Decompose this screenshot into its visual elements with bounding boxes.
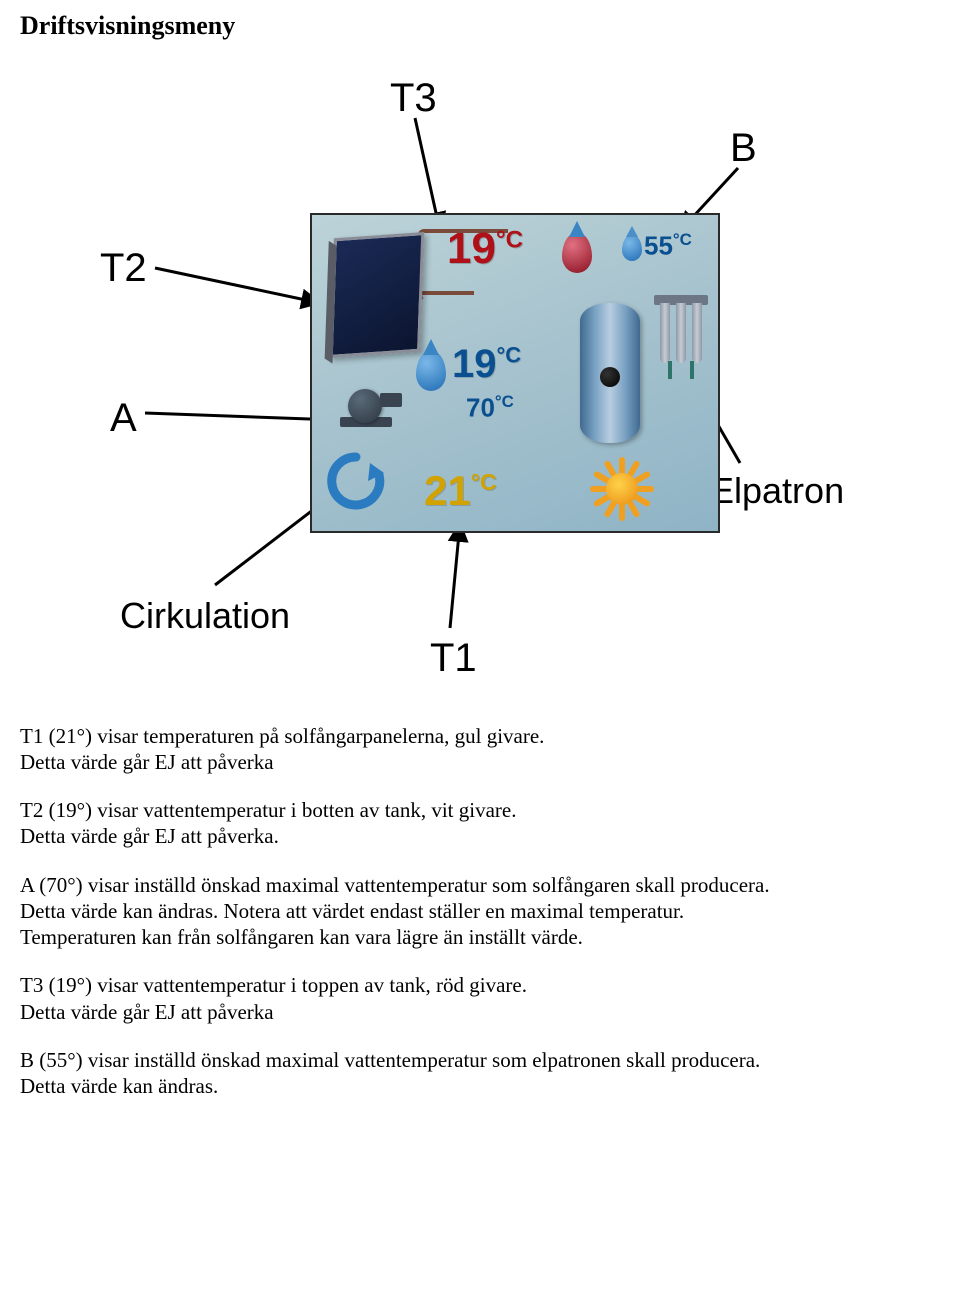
sun-icon xyxy=(592,459,652,519)
drop-blue-icon xyxy=(416,351,446,391)
controller-screen: 19°C 55°C 19°C 70°C xyxy=(310,213,720,533)
para-t3-line1: T3 (19°) visar vattentemperatur i toppen… xyxy=(20,972,940,998)
temp-t1-value: 21 xyxy=(424,467,471,514)
para-t3-line2: Detta värde går EJ att påverka xyxy=(20,999,940,1025)
pipe-icon-2 xyxy=(418,291,474,295)
solar-panel-icon xyxy=(330,232,425,358)
para-a-line2: Detta värde kan ändras. Notera att värde… xyxy=(20,898,940,924)
para-b: B (55°) visar inställd önskad maximal va… xyxy=(20,1047,940,1100)
temp-a-unit: °C xyxy=(495,392,514,411)
temp-t2-value: 19 xyxy=(452,342,497,386)
para-a: A (70°) visar inställd önskad maximal va… xyxy=(20,872,940,951)
temp-t1-unit: °C xyxy=(471,469,497,495)
drop-blue-small-icon xyxy=(622,235,642,261)
para-t2-line2: Detta värde går EJ att påverka. xyxy=(20,823,940,849)
diagram: T3 B T2 A Elpatron Cirkulation T1 19 xyxy=(80,73,880,693)
para-t3: T3 (19°) visar vattentemperatur i toppen… xyxy=(20,972,940,1025)
temp-t3: 19°C xyxy=(447,221,523,276)
temp-a: 70°C xyxy=(466,391,514,424)
tank-icon xyxy=(580,303,640,443)
temp-t1: 21°C xyxy=(424,465,497,518)
para-t1-line2: Detta värde går EJ att påverka xyxy=(20,749,940,775)
circulation-icon xyxy=(326,451,386,511)
page-title: Driftsvisningsmeny xyxy=(20,10,940,43)
drop-red-icon xyxy=(562,233,592,273)
label-cirkulation: Cirkulation xyxy=(120,593,290,638)
para-b-line1: B (55°) visar inställd önskad maximal va… xyxy=(20,1047,940,1073)
label-t3: T3 xyxy=(390,73,437,123)
para-t1: T1 (21°) visar temperaturen på solfångar… xyxy=(20,723,940,776)
para-t2-line1: T2 (19°) visar vattentemperatur i botten… xyxy=(20,797,940,823)
temp-b-value: 55 xyxy=(644,230,673,260)
para-t2: T2 (19°) visar vattentemperatur i botten… xyxy=(20,797,940,850)
para-a-line3: Temperaturen kan från solfångaren kan va… xyxy=(20,924,940,950)
temp-t2: 19°C xyxy=(452,339,521,389)
temp-t3-unit: °C xyxy=(496,226,523,253)
temp-a-value: 70 xyxy=(466,392,495,422)
label-t1: T1 xyxy=(430,633,477,683)
label-elpatron: Elpatron xyxy=(710,468,844,513)
label-b: B xyxy=(730,123,757,173)
label-t2: T2 xyxy=(100,243,147,293)
para-a-line1: A (70°) visar inställd önskad maximal va… xyxy=(20,872,940,898)
temp-b: 55°C xyxy=(644,229,692,262)
heater-icon xyxy=(654,295,708,385)
para-t1-line1: T1 (21°) visar temperaturen på solfångar… xyxy=(20,723,940,749)
temp-t3-value: 19 xyxy=(447,224,496,273)
para-b-line2: Detta värde kan ändras. xyxy=(20,1073,940,1099)
pump-icon xyxy=(340,383,400,431)
temp-b-unit: °C xyxy=(673,230,692,249)
label-a: A xyxy=(110,393,137,443)
temp-t2-unit: °C xyxy=(497,342,522,367)
